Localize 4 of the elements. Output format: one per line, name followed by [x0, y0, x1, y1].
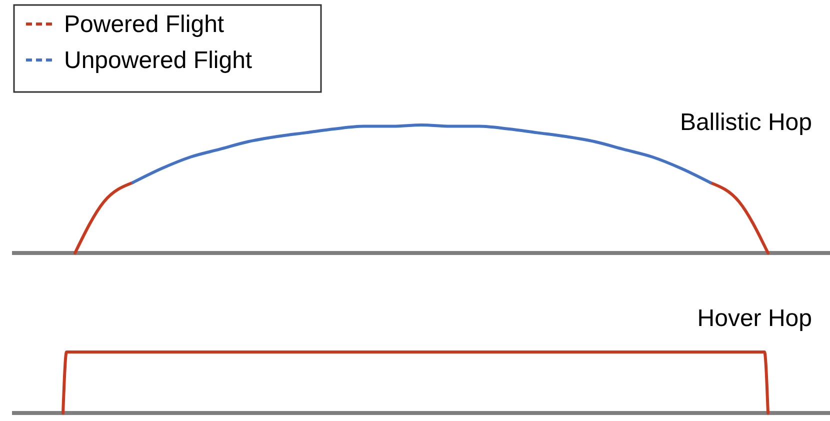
- chart-title: Ballistic Hop: [680, 109, 812, 136]
- legend-label: Unpowered Flight: [64, 47, 252, 74]
- legend-label: Powered Flight: [64, 11, 224, 38]
- chart-title: Hover Hop: [697, 305, 812, 332]
